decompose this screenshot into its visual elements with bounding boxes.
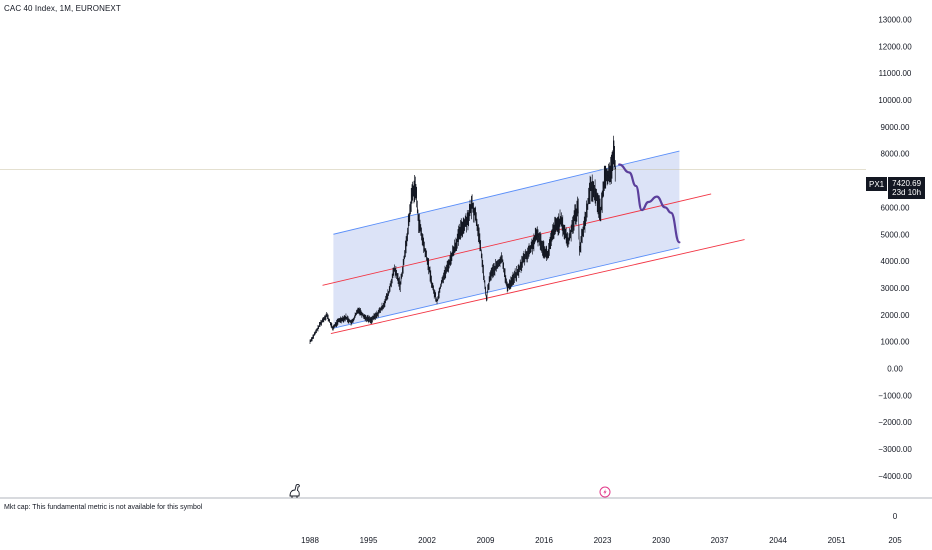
price-tag: PX1 7420.69 23d 10h (866, 177, 926, 199)
x-tick-label: 1995 (360, 536, 378, 545)
x-tick-label: 1988 (301, 536, 319, 545)
x-tick-label: 2002 (418, 536, 436, 545)
y-tick-label: −2000.00 (878, 418, 912, 427)
price-tag-price: 7420.69 (892, 179, 922, 188)
red-trend-line-1 (322, 193, 712, 286)
y-tick-label: 1000.00 (881, 338, 910, 347)
y-tick-label: −1000.00 (878, 391, 912, 400)
mkt-cap-note: Mkt cap: This fundamental metric is not … (4, 504, 203, 511)
x-tick-label: 2023 (594, 536, 612, 545)
y-tick-label: 3000.00 (881, 284, 910, 293)
red-trend-line-2 (330, 239, 745, 335)
time-axis[interactable]: 1988 1995 2002 2009 2016 2023 2030 2037 2044 2051… (301, 512, 902, 545)
x-tick-label: 2037 (711, 536, 729, 545)
x-tick-label: 2016 (535, 536, 553, 545)
y-tick-label: 0.00 (887, 365, 903, 374)
y-tick-label: 9000.00 (881, 123, 910, 132)
price-axis[interactable]: 14000.0013000.0012000.0011000.0010000.00… (878, 0, 912, 481)
dino-icon[interactable] (289, 484, 300, 498)
y-tick-label: 12000.00 (878, 42, 912, 51)
x-tick-label: 2051 (828, 536, 846, 545)
flash-icon[interactable] (599, 486, 611, 498)
x-tick-label: 205 (888, 536, 902, 545)
projection-path[interactable] (618, 163, 681, 244)
y-tick-label: −3000.00 (878, 445, 912, 454)
y-tick-label: 11000.00 (879, 69, 912, 78)
y-tick-label: 4000.00 (881, 257, 910, 266)
symbol-title[interactable]: CAC 40 Index, 1M, EURONEXT (4, 4, 121, 13)
y-tick-label: 5000.00 (881, 230, 910, 239)
x-zero-label: 0 (893, 512, 898, 521)
y-tick-label: 10000.00 (878, 96, 912, 105)
price-tag-countdown: 23d 10h (892, 188, 922, 197)
x-tick-label: 2009 (477, 536, 495, 545)
x-tick-label: 2044 (769, 536, 787, 545)
price-candles (309, 135, 617, 344)
y-tick-label: 13000.00 (878, 15, 912, 24)
y-tick-label: 8000.00 (881, 150, 910, 159)
projection-curve (618, 163, 681, 244)
price-tag-symbol: PX1 (866, 177, 888, 191)
y-tick-label: −4000.00 (878, 472, 912, 481)
x-tick-label: 2030 (652, 536, 670, 545)
price-line (309, 153, 617, 342)
y-tick-label: 6000.00 (881, 203, 910, 212)
y-tick-label: 2000.00 (881, 311, 910, 320)
red-trend-lines[interactable] (322, 193, 745, 335)
channel-lower-line (333, 247, 680, 329)
price-tag-box: 7420.69 23d 10h (888, 177, 926, 199)
